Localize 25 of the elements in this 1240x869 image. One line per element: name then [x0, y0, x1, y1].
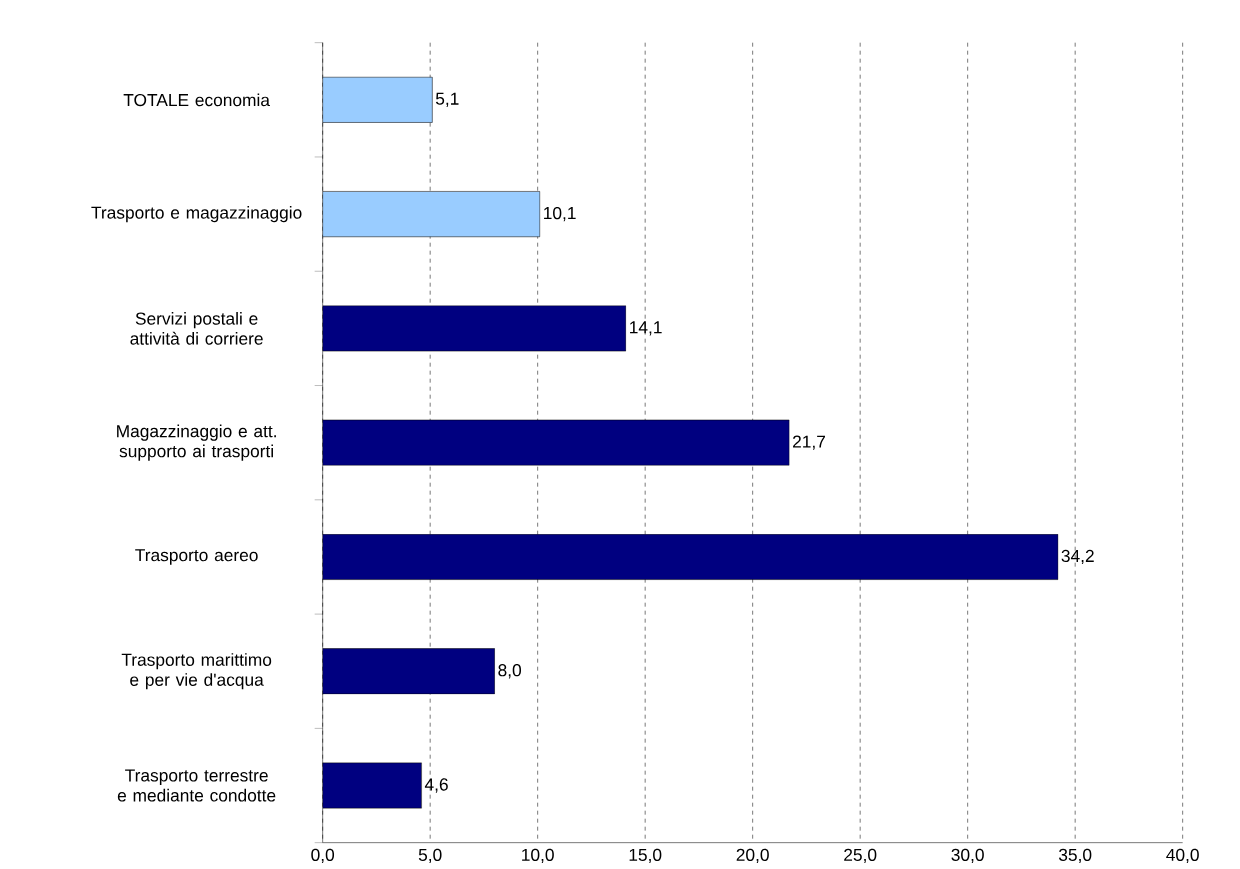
bar — [322, 419, 790, 466]
x-tick-label: 30,0 — [951, 848, 984, 864]
data-label: 14,1 — [630, 321, 662, 336]
x-tick-label: 10,0 — [522, 848, 554, 864]
x-tick-label: 15,0 — [629, 848, 662, 864]
y-tick-label: Trasporto e magazzinaggio — [91, 206, 302, 223]
x-tick-label: 20,0 — [736, 848, 769, 864]
y-tick-label: TOTALE economia — [123, 93, 270, 107]
y-tick-label: Trasporto aereo — [135, 549, 258, 565]
x-tick-label: 0,0 — [311, 848, 335, 864]
y-tick-label: Trasporto terrestre e mediante condotte — [117, 769, 276, 802]
bar — [322, 305, 627, 352]
data-label: 21,7 — [793, 435, 825, 450]
data-label: 4,6 — [424, 778, 448, 793]
x-tick-label: 35,0 — [1058, 848, 1092, 864]
data-label: 10,1 — [544, 207, 576, 222]
x-tick-label: 40,0 — [1166, 848, 1199, 864]
x-tick-label: 25,0 — [844, 848, 877, 864]
x-tick-label: 5,0 — [418, 848, 442, 864]
data-label: 5,1 — [435, 92, 459, 107]
y-tick-label: Magazzinaggio e att. supporto ai trasporti — [117, 424, 276, 461]
y-tick-label: Servizi postali e attività di corriere — [130, 312, 263, 345]
y-tick-label: Trasporto marittimo e per vie d'acqua — [121, 653, 272, 690]
data-label: 34,2 — [1061, 549, 1094, 565]
data-label: 8,0 — [498, 664, 522, 679]
